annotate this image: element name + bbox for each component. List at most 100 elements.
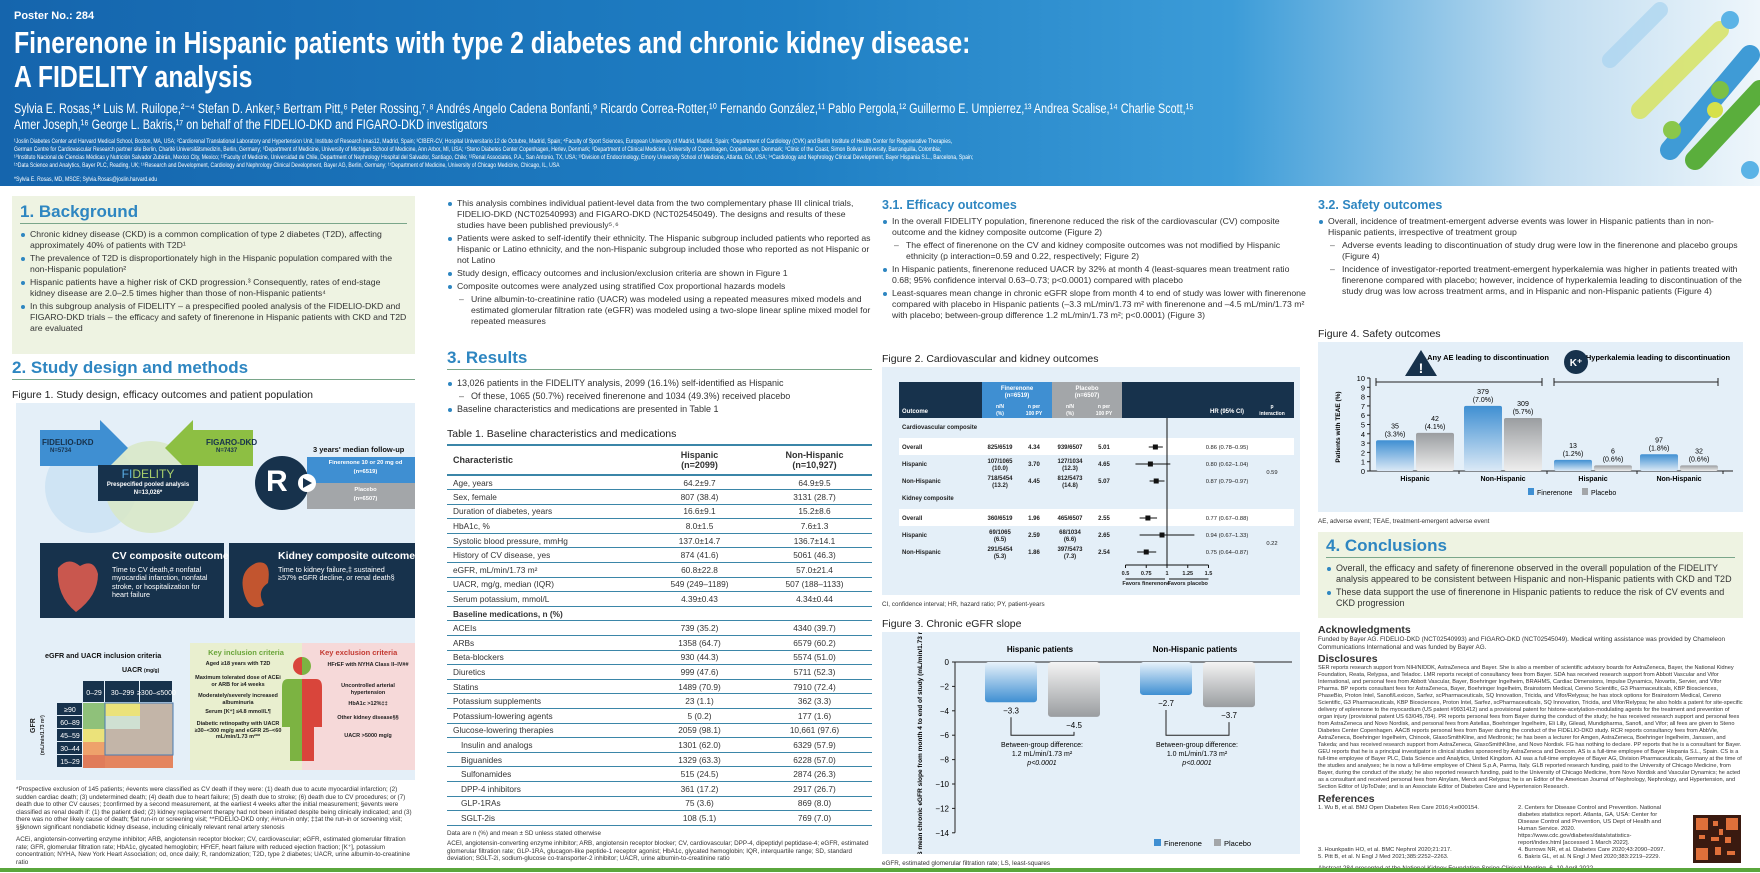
disclosures-text: SER reports research support from NIH/NI… (1318, 665, 1743, 791)
hazard-ratio-text: 0.80 (0.62–1.04) (1206, 462, 1249, 468)
placebo-rate: 4.65 (1098, 462, 1110, 468)
placebo-bar (1504, 417, 1542, 471)
legend-finerenone-swatch (1528, 488, 1534, 495)
row-label: Hispanic (902, 533, 928, 539)
finerenone-n: 107/1065 (10.0) (987, 459, 1013, 472)
y-tick-label: −12 (935, 804, 949, 813)
table-header-row: Characteristic Hispanic (n=2099) Non-Hispa… (447, 444, 872, 476)
panel-title: Any AE leading to discontinuation (1427, 353, 1549, 362)
bullet-item: Overall, incidence of treatment-emergent… (1318, 216, 1743, 238)
qr-code[interactable] (1693, 815, 1741, 863)
bullet-item: Of these, 1065 (50.7%) received finereno… (447, 391, 872, 402)
placebo-value-line: (5.7%) (1513, 409, 1534, 416)
non-hispanic-value: 6329 (57.9) (757, 737, 872, 753)
y-tick-label: 0 (1361, 467, 1365, 476)
table-row: ARBs 1358 (64.7) 6579 (60.2) (447, 635, 872, 651)
non-hispanic-value: 3131 (28.7) (757, 489, 872, 505)
y-tick-label: 8 (1361, 393, 1365, 402)
reference-item: 1. Wu B, et al. BMJ Open Diabetes Res Ca… (1318, 805, 1480, 812)
y-tick-label: −6 (940, 731, 950, 740)
row-label: Statins (447, 679, 642, 695)
placebo-value-line: 309 (1517, 401, 1529, 408)
row-label: Sulfonamides (447, 766, 642, 782)
row-label: SGLT-2is (447, 810, 642, 826)
y-tick-label: 5 (1361, 421, 1365, 430)
placebo-bar (1594, 465, 1632, 471)
hispanic-value: 1489 (70.9) (642, 679, 757, 695)
criteria-cell (140, 729, 173, 742)
fidelity-subtitle: Prespecified pooled analysis (106, 482, 190, 488)
exclusion-criterion: UACR >5000 mg/g (344, 733, 392, 739)
x-axis-tick-label: 1.25 (1182, 571, 1193, 577)
disclosures-heading: Disclosures (1318, 653, 1378, 666)
finerenone-value-line: (3.3%) (1385, 431, 1406, 438)
finerenone-nn-header-line: n/N (996, 404, 1004, 410)
non-hispanic-value: 507 (188–1133) (757, 577, 872, 593)
fidelity-n: N=13,026* (133, 490, 163, 496)
affiliation-line: ¹⁰Instituto Nacional de Ciencias Médicas… (14, 154, 974, 161)
finerenone-value: −3.3 (1003, 706, 1019, 715)
uacr-column-label: 30–299 (111, 690, 134, 697)
x-axis-tick-label: 0.75 (1141, 571, 1152, 577)
finerenone-value-label: 35 (3.3%) (1385, 423, 1406, 438)
placebo-n: 397/5473 (7.3) (1057, 547, 1083, 560)
followup-label: 3 years' median follow-up (313, 445, 405, 454)
hispanic-value: 1301 (62.0) (642, 737, 757, 753)
exclusion-criterion: HFrEF with NYHA Class II–IV## (327, 662, 409, 668)
hazard-ratio-point (1153, 478, 1159, 484)
y-tick-label: 7 (1361, 402, 1365, 411)
p-interaction-header: p interaction (1259, 404, 1285, 417)
placebo-value-line: 42 (1431, 416, 1439, 423)
section-heading: 4. Conclusions (1326, 536, 1735, 558)
non-hispanic-value: 6228 (57.0) (757, 752, 872, 768)
placebo-n-line: (6.6) (1064, 537, 1076, 543)
table-row: Beta-blockers 930 (44.3) 5574 (51.0) (447, 650, 872, 666)
placebo-rate: 2.55 (1098, 516, 1110, 522)
uacr-column-header (140, 681, 172, 702)
gfr-row-label: 60–89 (60, 720, 80, 727)
finerenone-value-line: 379 (1477, 389, 1489, 396)
difference-title: Between-group difference: (1156, 742, 1238, 749)
finerenone-n: 69/1065 (6.5) (989, 530, 1011, 543)
gfr-row-label: ≥90 (64, 707, 76, 714)
y-tick-label: 1 (1361, 458, 1365, 467)
non-hispanic-value: 5574 (51.0) (757, 650, 872, 666)
finerenone-arm-n: (n=6519) (353, 469, 378, 475)
hispanic-value: 515 (24.5) (642, 766, 757, 782)
fidelity-box (98, 465, 198, 501)
legend-finerenone-label: Finerenone (1537, 490, 1573, 497)
table-row: Potassium-lowering agents 5 (0.2) 177 (1.6… (447, 708, 872, 724)
row-label: History of CV disease, yes (447, 547, 642, 564)
reference-item: 2. Centers for Disease Control and Preve… (1518, 805, 1662, 847)
gfr-unit: (mL/min/1.73 m²) (40, 715, 46, 755)
group-title: Hispanic patients (1007, 645, 1074, 654)
non-hispanic-value: 4340 (39.7) (757, 620, 872, 637)
legend-placebo-swatch (1582, 488, 1588, 495)
bullet-item: Least-squares mean change in chronic eGF… (882, 288, 1306, 321)
placebo-value-label: 32 (0.6%) (1689, 448, 1710, 463)
placebo-n-line: 68/1034 (1059, 530, 1081, 536)
hispanic-value: 739 (35.2) (642, 620, 757, 637)
finerenone-n-line: 107/1065 (987, 459, 1013, 465)
finerenone-header: Finerenone (n=6519) (1001, 386, 1034, 399)
fidelity-title-fi: FI (121, 467, 133, 481)
p-interaction-value: 0.22 (1266, 541, 1277, 547)
finerenone-n-line: (13.2) (992, 483, 1008, 489)
non-hispanic-value: 2874 (26.3) (757, 766, 872, 782)
placebo-header: Placebo (n=6507) (1075, 386, 1100, 399)
bullet-item: Patients were asked to self-identify the… (447, 233, 872, 266)
finerenone-value-line: (1.8%) (1649, 445, 1670, 452)
table-row: UACR, mg/g, median (IQR) 549 (249–1189) 50… (447, 577, 872, 593)
inclusion-criterion: Moderately/severely increased albuminuri… (198, 693, 278, 706)
finerenone-rate-header: n per 100 PY (1026, 404, 1043, 417)
row-label: HbA1c, % (447, 518, 642, 534)
table-caption: Table 1. Baseline characteristics and me… (447, 428, 677, 440)
finerenone-rate: 1.86 (1028, 550, 1040, 556)
table-row: GLP-1RAs 75 (3.6) 869 (8.0) (447, 796, 872, 812)
row-label: ARBs (447, 635, 642, 651)
placebo-n-line: 127/1034 (1057, 459, 1083, 465)
acknowledgments-text: Funded by Bayer AG. FIDELIO-DKD (NCT0254… (1318, 636, 1726, 651)
figaro-n: N=7437 (216, 448, 238, 454)
finerenone-header-line: (n=6519) (1005, 393, 1030, 399)
bullet-list: Overall, the efficacy and safety of fine… (1326, 563, 1735, 609)
